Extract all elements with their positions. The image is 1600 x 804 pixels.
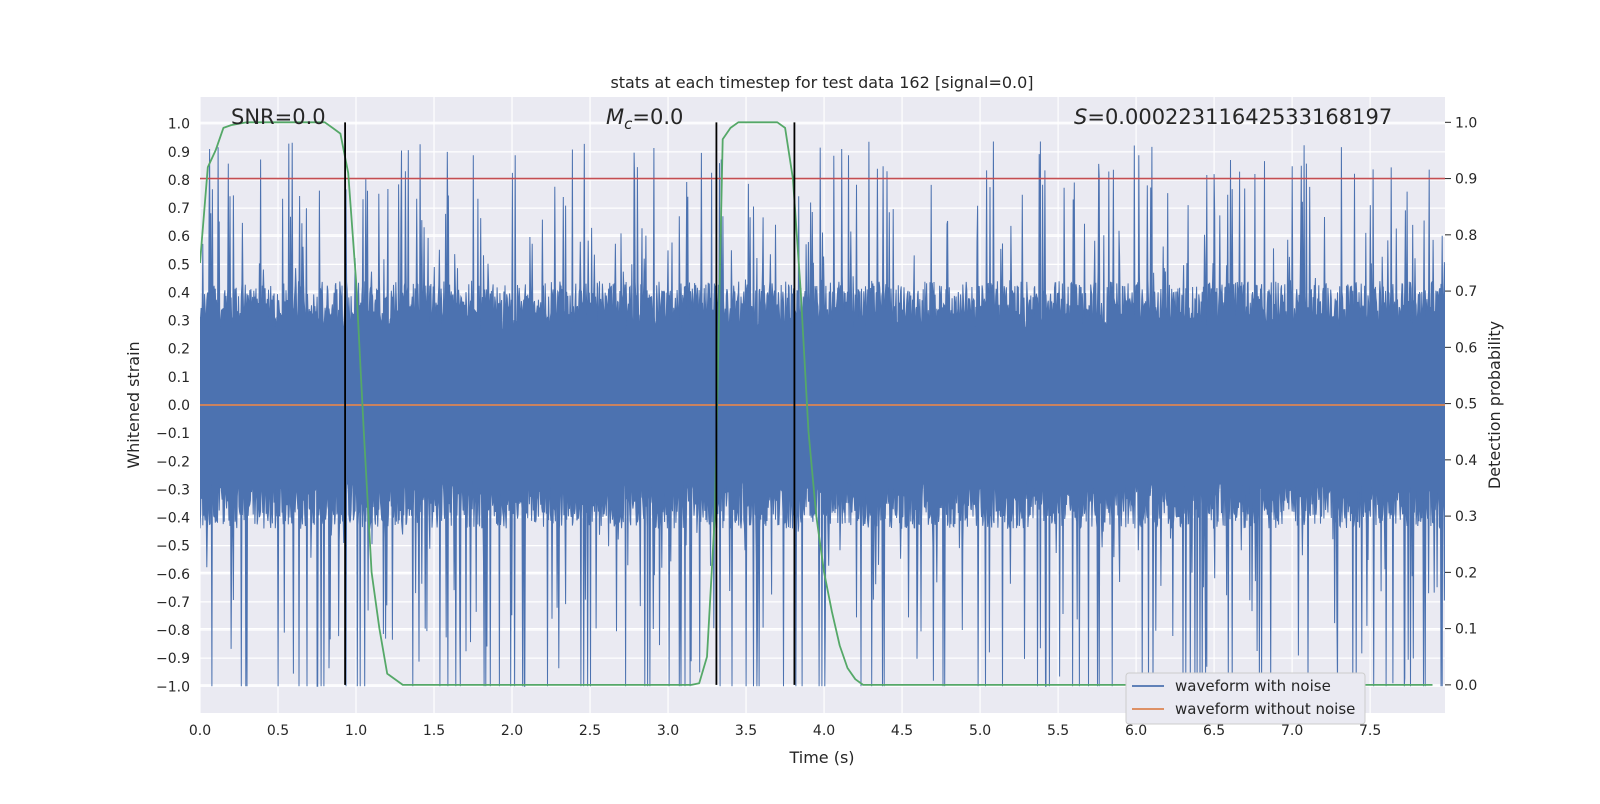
x-tick-label: 6.5 — [1203, 723, 1225, 739]
y-tick-label: 0.5 — [168, 257, 190, 273]
chart-title: stats at each timestep for test data 162… — [610, 73, 1033, 92]
lines-layer — [200, 121, 1445, 686]
x-tick-label: 3.5 — [735, 723, 757, 739]
x-tick-label: 1.0 — [345, 723, 367, 739]
y-right-tick-label: 0.3 — [1455, 509, 1477, 525]
y-tick-label: 0.4 — [168, 285, 190, 301]
legend-label-waveform-without-noise: waveform without noise — [1175, 700, 1355, 718]
ticks-layer: 0.0 0.5 1.0 1.5 2.0 2.5 3.0 3.5 4.0 4.5 5.0 5.5 6.0 6… — [156, 115, 1477, 739]
y-tick-label: −0.1 — [156, 426, 190, 442]
x-tick-label: 5.5 — [1047, 723, 1069, 739]
y-tick-label: 0.7 — [168, 201, 190, 217]
y-tick-label: 0.6 — [168, 229, 190, 245]
mc-annotation: Mc=0.0 — [606, 105, 683, 133]
mc-symbol: M — [606, 105, 624, 129]
y-tick-label: −0.3 — [156, 482, 190, 498]
x-tick-label: 5.0 — [969, 723, 991, 739]
vertical-lines-layer — [344, 122, 796, 685]
y-tick-label: 0.0 — [168, 398, 190, 414]
y-tick-label: 0.1 — [168, 370, 190, 386]
noise-layer — [200, 141, 1445, 687]
y-tick-label: −0.2 — [156, 454, 190, 470]
plot-area — [200, 121, 1445, 687]
mc-subscript: c — [624, 115, 633, 133]
y-right-tick-label: 0.0 — [1455, 678, 1477, 694]
x-tick-label: 0.5 — [267, 723, 289, 739]
legend-label-waveform-with-noise: waveform with noise — [1175, 677, 1331, 695]
x-tick-label: 3.0 — [657, 723, 679, 739]
x-axis-label: Time (s) — [788, 748, 854, 767]
mc-value: =0.0 — [632, 105, 683, 129]
x-tick-label: 6.0 — [1125, 723, 1147, 739]
x-tick-label: 2.5 — [579, 723, 601, 739]
x-tick-label: 7.0 — [1281, 723, 1303, 739]
y-tick-label: 0.2 — [168, 342, 190, 358]
snr-annotation: SNR=0.0 — [231, 105, 326, 129]
y-tick-label: −0.5 — [156, 539, 190, 555]
y-tick-label: 1.0 — [168, 117, 190, 133]
y-right-tick-label: 0.4 — [1455, 453, 1477, 469]
s-value: =0.00022311642533168197 — [1087, 105, 1392, 129]
y-tick-label: 0.9 — [168, 145, 190, 161]
y-right-axis-label: Detection probability — [1485, 321, 1504, 489]
y-tick-label: −0.6 — [156, 567, 190, 583]
legend-box — [1125, 672, 1366, 725]
s-symbol: S — [1074, 105, 1087, 129]
x-tick-label: 1.5 — [423, 723, 445, 739]
series-waveform-with-noise — [200, 141, 1445, 687]
y-tick-label: −0.8 — [156, 623, 190, 639]
y-right-tick-label: 1.0 — [1455, 115, 1477, 131]
s-annotation: S=0.00022311642533168197 — [1074, 105, 1392, 129]
x-tick-label: 4.0 — [813, 723, 835, 739]
y-tick-label: 0.3 — [168, 314, 190, 330]
y-right-tick-label: 0.1 — [1455, 622, 1477, 638]
y-tick-label: −0.4 — [156, 511, 190, 527]
y-right-tick-label: 0.6 — [1455, 340, 1477, 356]
x-tick-label: 2.0 — [501, 723, 523, 739]
y-right-tick-label: 0.2 — [1455, 565, 1477, 581]
x-tick-label: 0.0 — [189, 723, 211, 739]
y-tick-label: −1.0 — [156, 679, 190, 695]
y-right-tick-label: 0.9 — [1455, 172, 1477, 188]
x-tick-label: 4.5 — [891, 723, 913, 739]
y-tick-label: 0.8 — [168, 173, 190, 189]
y-tick-label: −0.9 — [156, 651, 190, 667]
y-right-tick-label: 0.5 — [1455, 397, 1477, 413]
y-right-tick-label: 0.8 — [1455, 228, 1477, 244]
legend: waveform with noise waveform without noi… — [1125, 672, 1366, 725]
y-axis-label: Whitened strain — [124, 341, 143, 468]
y-right-tick-label: 0.7 — [1455, 284, 1477, 300]
x-tick-label: 7.5 — [1359, 723, 1381, 739]
series-detection-probability — [200, 121, 1433, 686]
y-tick-label: −0.7 — [156, 595, 190, 611]
